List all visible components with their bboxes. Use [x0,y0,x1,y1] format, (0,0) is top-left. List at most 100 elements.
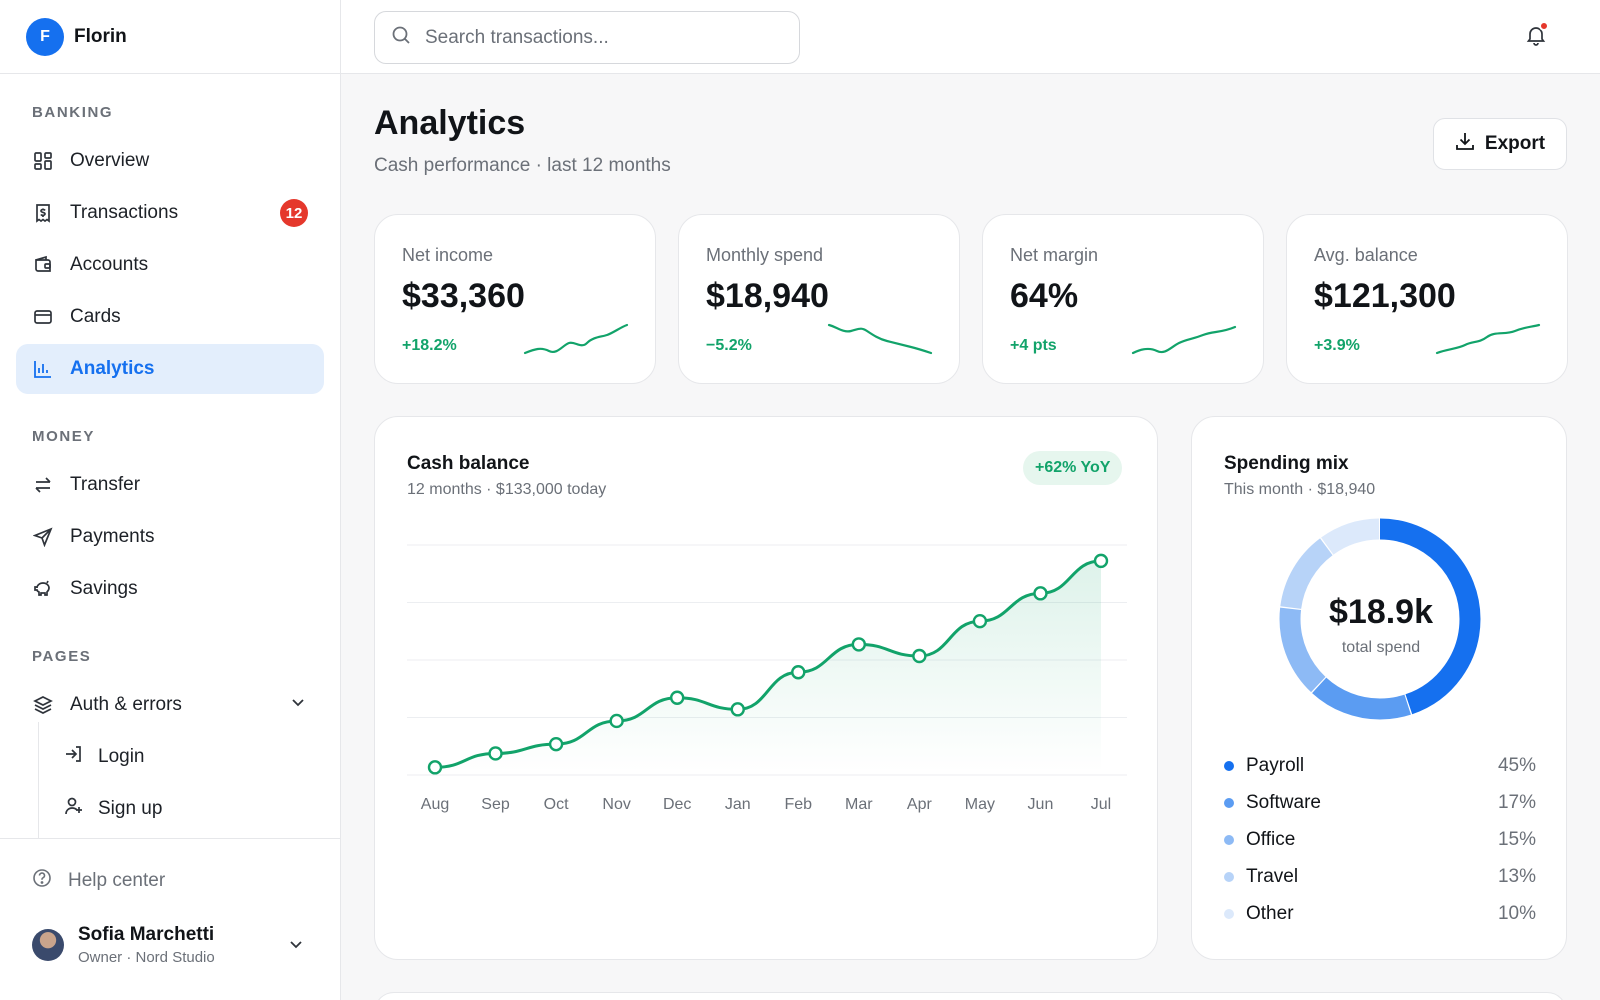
user-menu[interactable]: Sofia Marchetti Owner · Nord Studio [32,924,215,966]
export-label: Export [1484,133,1546,154]
legend-item: Office 15% [1224,825,1536,855]
section-title-money: MONEY [32,428,96,445]
kpi-sparkline [827,323,933,355]
sidebar-item-savings[interactable]: Savings [16,564,324,614]
chevron-down-icon[interactable] [288,936,304,957]
legend-dot [1224,798,1234,808]
kpi-value: $121,300 [1314,277,1456,315]
x-tick-label: Dec [663,796,691,813]
x-tick-label: Aug [421,796,449,813]
sidebar-item-accounts[interactable]: Accounts [16,240,324,290]
data-point [488,746,503,761]
sidebar-item-label: Cards [70,306,121,327]
brand-name: Florin [74,25,127,47]
spending-mix-card: Spending mix This month · $18,940 $18.9k… [1191,416,1567,960]
send-icon [32,526,54,548]
cash-balance-chart: Aug Sep Oct Nov Dec Jan Feb Mar Apr May Jun Jul [407,544,1127,813]
legend-dot [1224,761,1234,771]
legend-label: Travel [1246,866,1299,887]
sidebar-item-label: Accounts [70,254,149,275]
donut-segment [1279,518,1481,720]
layers-icon [32,694,54,716]
legend-percent: 10% [1497,903,1536,924]
brand[interactable]: F Florin [0,0,340,74]
card-icon [32,306,54,328]
x-tick-label: Oct [544,796,569,813]
export-button[interactable]: Export [1433,118,1567,170]
card-subtitle: This month · $18,940 [1224,481,1376,498]
kpi-delta: +4 pts [1010,337,1057,354]
sidebar-item-label: Savings [70,578,138,599]
data-point [427,760,443,775]
spending-donut-chart [1279,518,1481,720]
legend-label: Software [1246,792,1321,813]
sidebar-subitem-signup[interactable]: Sign up [50,786,162,832]
donut-total-label: total spend [1341,639,1421,656]
kpi-delta: +18.2% [402,337,457,354]
topbar [341,0,1600,74]
piggy-bank-icon [32,578,54,600]
help-center-label: Help center [68,870,166,891]
kpi-value: 64% [1010,277,1079,315]
x-tick-label: Jan [725,796,751,813]
sidebar-subitem-label: Sign up [98,798,163,819]
sidebar-item-overview[interactable]: Overview [16,136,324,186]
avatar [32,929,64,961]
receipt-icon [32,202,54,224]
x-tick-label: Sep [481,796,510,813]
legend-item: Other 10% [1224,899,1536,929]
sidebar-item-payments[interactable]: Payments [16,512,324,562]
sidebar-item-transfer[interactable]: Transfer [16,460,324,510]
transfer-icon [32,474,54,496]
login-icon [64,744,84,770]
brand-logo: F [26,17,64,56]
sidebar-item-transactions[interactable]: Transactions 12 [16,188,324,238]
kpi-delta: +3.9% [1314,337,1360,354]
bar-chart-icon [32,358,54,380]
search-box[interactable] [374,11,800,64]
kpi-card-net-margin: Net margin 64% +4 pts [982,214,1264,384]
sidebar-subitem-label: Login [98,746,145,767]
user-name: Sofia Marchetti [78,924,215,945]
sidebar-item-label: Payments [70,526,155,547]
data-point [609,713,624,729]
data-point [1033,586,1048,601]
kpi-sparkline [523,323,629,355]
sidebar-item-auth-errors[interactable]: Auth & errors [16,680,324,730]
page-subtitle: Cash performance · last 12 months [374,155,671,176]
page-title: Analytics [374,104,526,142]
kpi-sparkline [1131,325,1237,355]
legend-percent: 13% [1497,866,1536,887]
donut-segment [1279,518,1481,720]
chevron-down-icon [290,694,306,716]
kpi-label: Net margin [1010,245,1099,265]
data-point [548,736,564,752]
kpi-value: $33,360 [402,277,525,315]
kpi-label: Avg. balance [1314,245,1418,265]
kpi-sparkline [1435,323,1541,355]
x-tick-label: Feb [784,796,812,813]
sidebar-item-analytics[interactable]: Analytics [16,344,324,394]
notifications-button[interactable] [1521,21,1551,52]
kpi-card-avg-balance: Avg. balance $121,300 +3.9% [1286,214,1568,384]
search-input[interactable] [425,26,785,49]
x-tick-label: Jul [1091,796,1111,813]
card-subtitle: 12 months · $133,000 today [407,481,607,498]
legend-label: Office [1246,829,1296,850]
data-point [791,665,806,680]
sidebar-item-cards[interactable]: Cards [16,292,324,342]
x-tick-label: May [965,796,995,813]
legend-dot [1224,909,1234,919]
x-tick-label: Mar [845,796,873,813]
help-center-link[interactable]: Help center [32,868,165,894]
sidebar-footer-divider [0,838,341,839]
section-title-pages: PAGES [32,648,92,665]
sidebar-subitem-login[interactable]: Login [50,734,145,780]
card-title: Spending mix [1224,453,1349,474]
sidebar-item-label: Analytics [70,358,155,379]
section-title-banking: BANKING [32,104,114,121]
sidebar-item-label: Transactions [70,202,179,223]
grid-icon [32,150,54,172]
donut-total-value: $18.9k [1329,593,1433,631]
legend-dot [1224,872,1234,882]
